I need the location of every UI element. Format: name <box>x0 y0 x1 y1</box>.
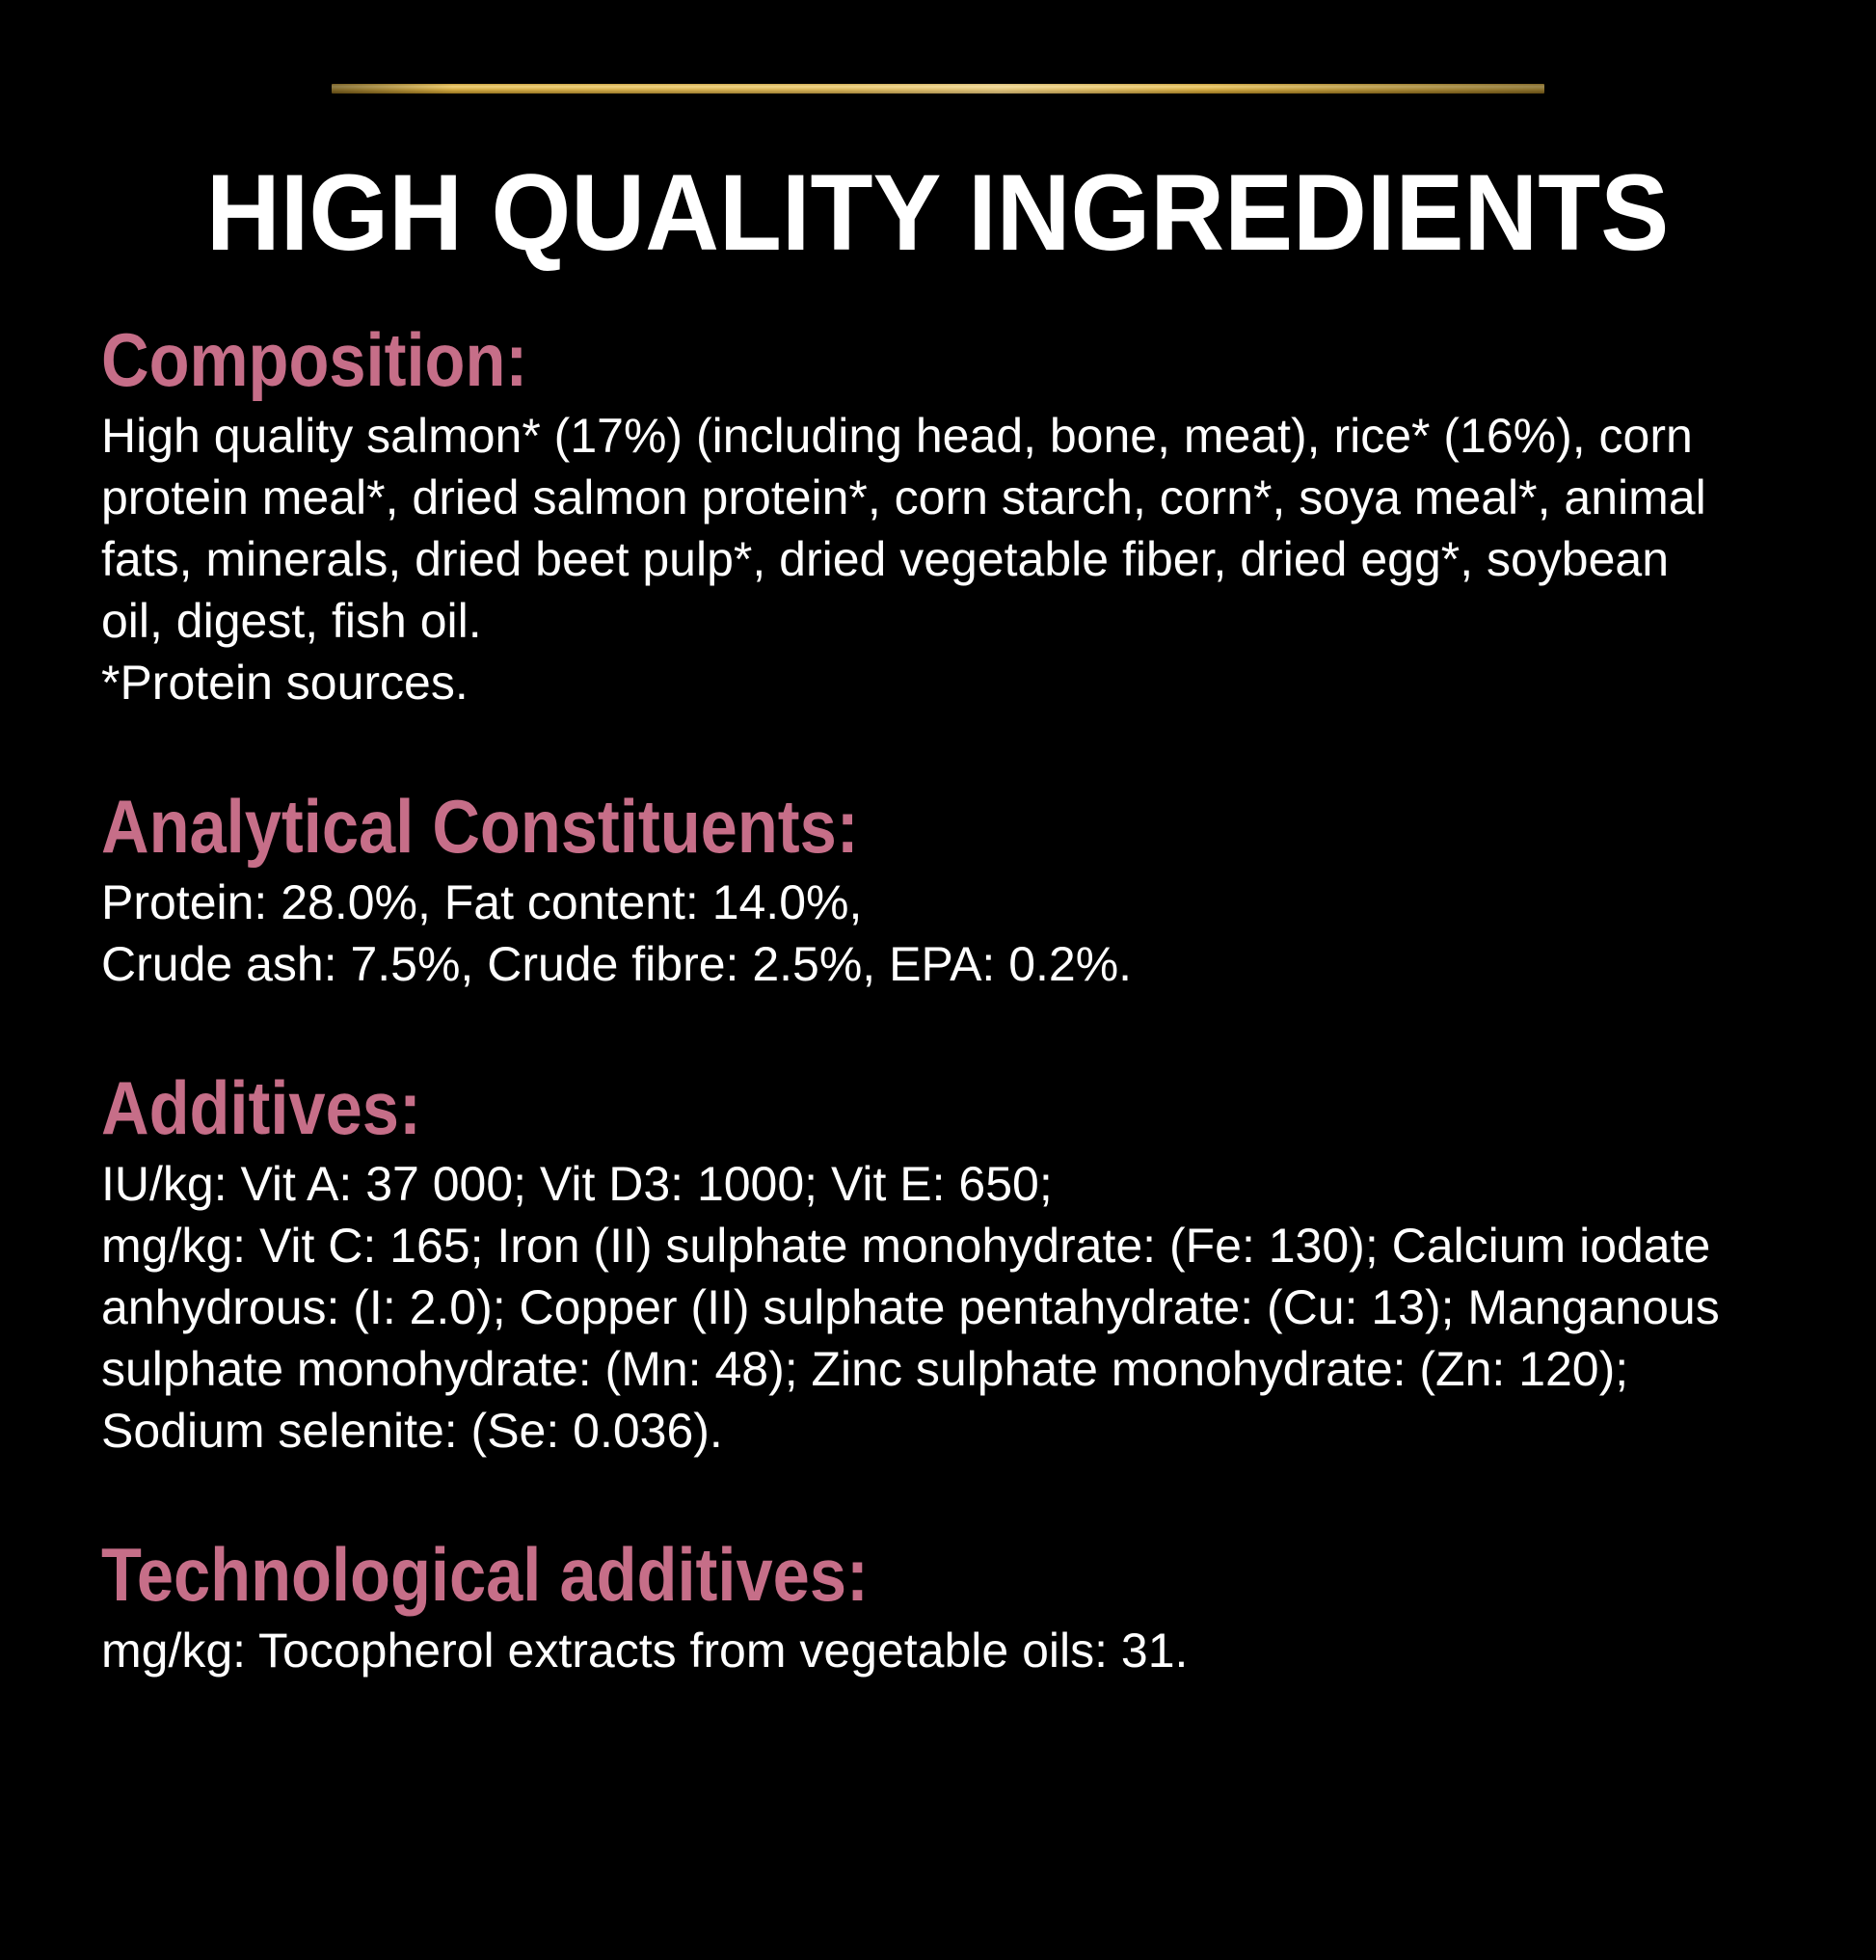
analytical-constituents-line: Crude ash: 7.5%, Crude fibre: 2.5%, EPA:… <box>101 937 1133 991</box>
section-technological-additives: Technological additives: mg/kg: Tocopher… <box>101 1537 1760 1681</box>
analytical-constituents-heading: Analytical Constituents: <box>101 784 859 869</box>
section-composition: Composition: High quality salmon* (17%) … <box>101 322 1760 713</box>
composition-line: fats, minerals, dried beet pulp*, dried … <box>101 532 1670 586</box>
composition-heading: Composition: <box>101 317 528 402</box>
analytical-constituents-line: Protein: 28.0%, Fat content: 14.0%, <box>101 875 863 929</box>
additives-line: anhydrous: (I: 2.0); Copper (II) sulphat… <box>101 1280 1720 1334</box>
additives-line: sulphate monohydrate: (Mn: 48); Zinc sul… <box>101 1342 1629 1396</box>
page-title: HIGH QUALITY INGREDIENTS <box>206 152 1670 273</box>
ingredients-panel: Composition: High quality salmon* (17%) … <box>0 322 1876 1681</box>
section-analytical-constituents: Analytical Constituents: Protein: 28.0%,… <box>101 789 1760 995</box>
additives-line: mg/kg: Vit C: 165; Iron (II) sulphate mo… <box>101 1219 1711 1273</box>
additives-line: Sodium selenite: (Se: 0.036). <box>101 1404 723 1458</box>
section-additives: Additives: IU/kg: Vit A: 37 000; Vit D3:… <box>101 1070 1760 1462</box>
page-title-row: HIGH QUALITY INGREDIENTS <box>0 159 1876 267</box>
additives-heading: Additives: <box>101 1065 421 1150</box>
protein-sources-footnote: *Protein sources. <box>101 656 469 710</box>
composition-line: High quality salmon* (17%) (including he… <box>101 409 1693 463</box>
gold-divider <box>332 84 1544 94</box>
additives-line: IU/kg: Vit A: 37 000; Vit D3: 1000; Vit … <box>101 1157 1053 1211</box>
composition-line: protein meal*, dried salmon protein*, co… <box>101 470 1706 524</box>
technological-additives-heading: Technological additives: <box>101 1532 869 1617</box>
composition-line: oil, digest, fish oil. <box>101 594 482 648</box>
technological-additives-line: mg/kg: Tocopherol extracts from vegetabl… <box>101 1624 1189 1678</box>
